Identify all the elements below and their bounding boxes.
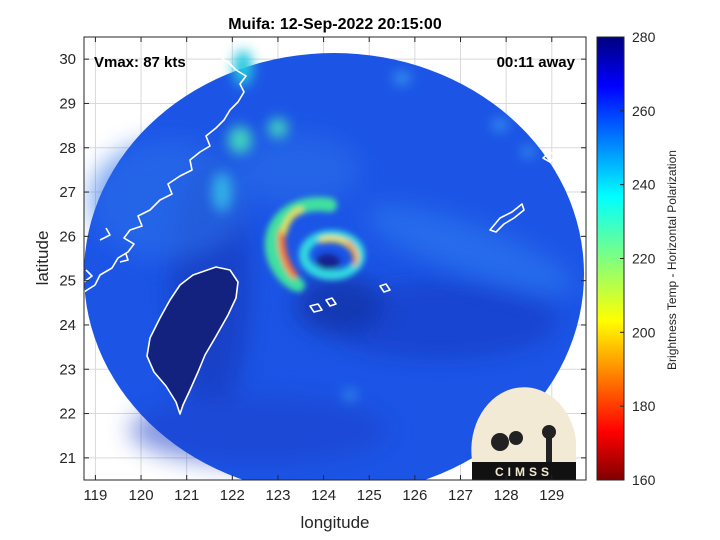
cimss-logo: CIMSS <box>471 387 576 480</box>
island-outline <box>542 151 557 163</box>
y-tick-label: 26 <box>59 228 76 245</box>
y-tick-label: 30 <box>59 51 76 68</box>
dark-band <box>130 395 390 465</box>
logo-text: CIMSS <box>495 465 553 479</box>
dark-band <box>295 275 385 335</box>
y-tick-label: 22 <box>59 406 76 423</box>
y-tick-label: 24 <box>59 317 76 334</box>
rainband <box>233 50 253 86</box>
rainband <box>268 118 288 138</box>
rainband <box>492 120 508 130</box>
storm-eye <box>316 254 340 270</box>
light-band <box>240 135 360 205</box>
colorbar-tick-label: 180 <box>632 398 656 414</box>
x-tick-label: 120 <box>129 487 154 504</box>
time-offset-annotation: 00:11 away <box>497 54 576 71</box>
colorbar-tick-label: 220 <box>632 251 656 267</box>
island-outline <box>309 303 323 313</box>
y-tick-label: 27 <box>59 184 76 201</box>
x-tick-label: 121 <box>174 487 199 504</box>
vmax-annotation: Vmax: 87 kts <box>94 54 186 71</box>
eyewall <box>299 230 365 280</box>
colorbar-tick-label: 260 <box>632 103 656 119</box>
x-tick-label: 123 <box>265 487 290 504</box>
rainband <box>228 126 252 154</box>
axes-box <box>83 36 587 481</box>
rainband-core <box>281 207 303 235</box>
rainband <box>344 390 356 400</box>
y-tick-label: 28 <box>59 140 76 157</box>
eyewall-core <box>346 240 358 266</box>
y-tick-label: 21 <box>59 450 76 467</box>
island-outline <box>325 297 337 307</box>
island-outline <box>489 203 525 233</box>
ticks: 119 120 121 122 123 124 125 126 127 128 129 21 22 23 2… <box>59 37 586 504</box>
coast-detail <box>99 227 111 241</box>
swath <box>84 39 586 480</box>
colorbar-ticks: 160 180 200 220 240 260 280 <box>620 29 656 488</box>
china-coast <box>84 39 247 293</box>
x-tick-label: 122 <box>220 487 245 504</box>
colorbar <box>596 36 625 481</box>
coast-detail <box>149 41 177 47</box>
y-tick-label: 29 <box>59 95 76 112</box>
colorbar-tick-label: 280 <box>632 29 656 45</box>
colorbar-tick-label: 160 <box>632 472 656 488</box>
x-axis-label: longitude <box>300 513 369 532</box>
x-tick-label: 125 <box>357 487 382 504</box>
coastlines <box>84 39 586 415</box>
x-tick-label: 119 <box>83 487 107 504</box>
colorbar-tick-label: 200 <box>632 324 656 340</box>
logo-dish <box>491 433 509 451</box>
chart-title: Muifa: 12-Sep-2022 20:15:00 <box>228 16 442 33</box>
coast-detail <box>84 269 93 283</box>
logo-tower-top <box>542 425 556 439</box>
x-tick-label: 127 <box>448 487 473 504</box>
rainband-arc <box>264 197 337 292</box>
coast-detail <box>119 253 129 263</box>
rainband-core <box>278 228 298 279</box>
y-tick-label: 25 <box>59 273 76 290</box>
colorbar-tick-label: 240 <box>632 177 656 193</box>
light-band <box>366 205 574 295</box>
x-tick-label: 129 <box>539 487 564 504</box>
island-outline <box>554 121 586 143</box>
x-tick-label: 126 <box>402 487 427 504</box>
taiwan-outline <box>146 266 239 415</box>
rainband <box>394 72 410 84</box>
y-axis-label: latitude <box>33 231 52 286</box>
x-tick-label: 124 <box>311 487 336 504</box>
colorbar-label: Brightness Temp - Horizontal Polarizatio… <box>665 150 679 370</box>
logo-dish <box>509 431 523 445</box>
x-tick-label: 128 <box>494 487 519 504</box>
logo-tower <box>546 436 552 462</box>
logo-band <box>472 462 576 480</box>
y-tick-label: 23 <box>59 361 76 378</box>
island-outline <box>379 283 391 293</box>
rainband <box>212 172 232 212</box>
rainband <box>522 147 534 157</box>
